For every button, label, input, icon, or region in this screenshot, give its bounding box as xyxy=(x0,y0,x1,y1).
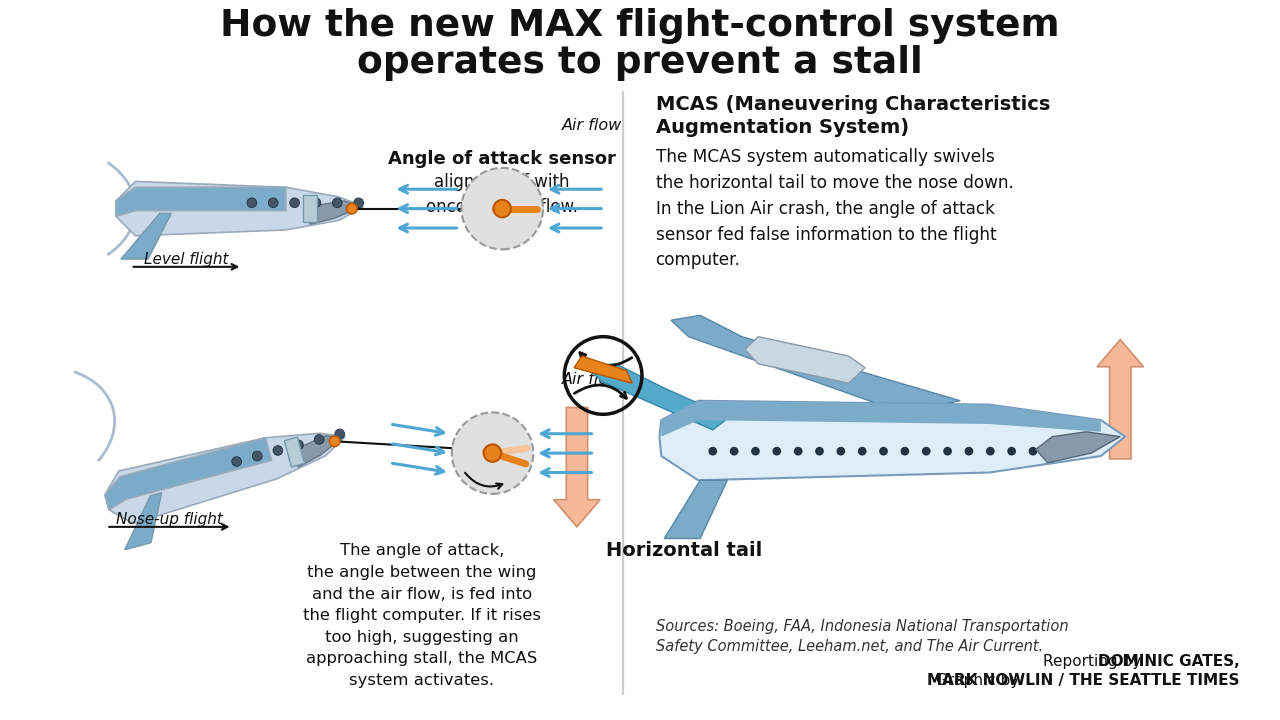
Polygon shape xyxy=(284,437,305,467)
Text: Horizontal tail: Horizontal tail xyxy=(605,541,763,560)
Polygon shape xyxy=(289,436,343,467)
Text: The angle of attack,
the angle between the wing
and the air flow, is fed into
th: The angle of attack, the angle between t… xyxy=(302,544,540,688)
Polygon shape xyxy=(303,201,361,224)
Circle shape xyxy=(247,198,257,207)
Circle shape xyxy=(289,198,300,207)
Circle shape xyxy=(772,447,781,456)
Circle shape xyxy=(452,413,534,494)
Circle shape xyxy=(986,447,995,456)
Circle shape xyxy=(329,436,340,446)
Circle shape xyxy=(462,168,543,249)
Circle shape xyxy=(232,456,242,467)
Circle shape xyxy=(730,447,739,456)
Text: DOMINIC GATES,: DOMINIC GATES, xyxy=(1098,654,1239,669)
Text: operates to prevent a stall: operates to prevent a stall xyxy=(357,45,923,81)
FancyArrow shape xyxy=(554,408,600,527)
Circle shape xyxy=(794,447,803,456)
Circle shape xyxy=(315,435,324,444)
Circle shape xyxy=(1007,447,1016,456)
Polygon shape xyxy=(659,401,1125,480)
Circle shape xyxy=(347,203,357,214)
Circle shape xyxy=(353,198,364,207)
Circle shape xyxy=(335,429,344,438)
Polygon shape xyxy=(105,438,271,510)
Text: Air flow: Air flow xyxy=(562,118,622,133)
Polygon shape xyxy=(745,337,865,383)
Text: Level flight: Level flight xyxy=(143,252,228,267)
Circle shape xyxy=(858,447,867,456)
Circle shape xyxy=(943,447,952,456)
Circle shape xyxy=(269,198,278,207)
Circle shape xyxy=(901,447,909,456)
Polygon shape xyxy=(303,195,317,222)
Text: aligns itself with
oncoming air flow.: aligns itself with oncoming air flow. xyxy=(426,173,579,216)
Polygon shape xyxy=(116,187,285,217)
Circle shape xyxy=(751,447,760,456)
Polygon shape xyxy=(120,213,172,259)
Polygon shape xyxy=(105,433,346,523)
Polygon shape xyxy=(671,315,960,413)
Circle shape xyxy=(1029,447,1037,456)
Text: MCAS (Maneuvering Characteristics: MCAS (Maneuvering Characteristics xyxy=(655,95,1050,114)
Circle shape xyxy=(252,451,262,461)
Circle shape xyxy=(837,447,845,456)
Text: MARK NOWLIN / THE SEATTLE TIMES: MARK NOWLIN / THE SEATTLE TIMES xyxy=(927,673,1239,688)
Polygon shape xyxy=(573,356,632,383)
Circle shape xyxy=(708,447,717,456)
Text: Reporting by: Reporting by xyxy=(1043,654,1147,669)
Circle shape xyxy=(333,198,342,207)
FancyArrow shape xyxy=(1097,340,1143,459)
Circle shape xyxy=(922,447,931,456)
Circle shape xyxy=(293,440,303,450)
Circle shape xyxy=(484,444,502,462)
Text: Angle of attack sensor: Angle of attack sensor xyxy=(388,150,616,168)
Polygon shape xyxy=(116,181,364,235)
Polygon shape xyxy=(662,401,1101,436)
Polygon shape xyxy=(124,492,161,550)
Text: Augmentation System): Augmentation System) xyxy=(655,118,909,138)
Circle shape xyxy=(965,447,973,456)
Circle shape xyxy=(494,200,511,217)
Text: Nose-up flight: Nose-up flight xyxy=(116,513,223,527)
Text: How the new MAX flight-control system: How the new MAX flight-control system xyxy=(220,8,1060,44)
Text: Graphic by: Graphic by xyxy=(936,673,1024,688)
Circle shape xyxy=(879,447,888,456)
Polygon shape xyxy=(664,480,727,539)
Polygon shape xyxy=(586,364,730,430)
Circle shape xyxy=(273,446,283,455)
Text: The MCAS system automatically swivels
the horizontal tail to move the nose down.: The MCAS system automatically swivels th… xyxy=(655,148,1014,269)
Polygon shape xyxy=(1036,432,1120,463)
Circle shape xyxy=(311,198,321,207)
Text: Sources: Boeing, FAA, Indonesia National Transportation
Safety Committee, Leeham: Sources: Boeing, FAA, Indonesia National… xyxy=(655,619,1068,654)
Circle shape xyxy=(815,447,824,456)
Text: Air flow: Air flow xyxy=(562,372,622,387)
